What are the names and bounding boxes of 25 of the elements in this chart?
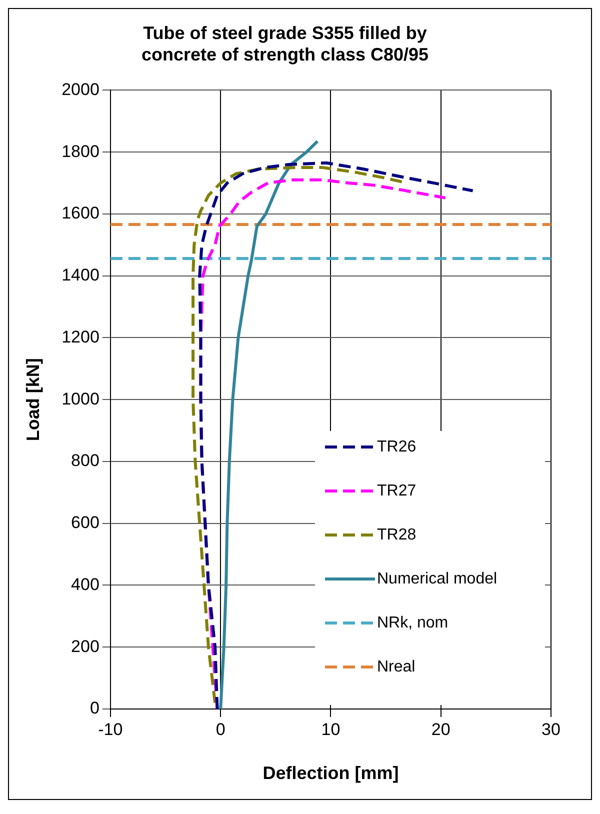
legend-label: TR26 [377,438,416,456]
y-tick-label: 1000 [62,389,100,408]
x-tick-label: 10 [321,720,340,739]
x-axis-title: Deflection [mm] [262,763,399,784]
y-tick-label: 0 [90,698,100,718]
x-tick-label: 20 [431,720,450,739]
legend-label: Nreal [377,658,416,676]
y-tick-label: 400 [71,574,100,594]
chart-title: Tube of steel grade S355 filled by concrete of strength class C80/95 [141,22,429,64]
x-tick-label: 0 [216,720,226,739]
y-axis-title: Load [kN] [22,358,43,442]
x-tick-label: -10 [98,720,123,739]
y-tick-label: 800 [71,451,100,470]
y-tick-label: 1600 [62,204,100,223]
x-tick-label: 30 [542,720,560,739]
y-tick-label: 1400 [62,266,100,285]
legend-label: Numerical model [377,570,498,588]
legend-label: NRk, nom [377,614,448,632]
y-tick-label: 1200 [62,327,100,346]
legend-label: TR28 [377,526,416,544]
y-tick-label: 200 [71,636,100,656]
y-tick-label: 1800 [62,142,100,161]
y-tick-label: 600 [71,513,100,532]
y-tick-label: 2000 [62,80,100,99]
legend-label: TR27 [377,482,416,500]
